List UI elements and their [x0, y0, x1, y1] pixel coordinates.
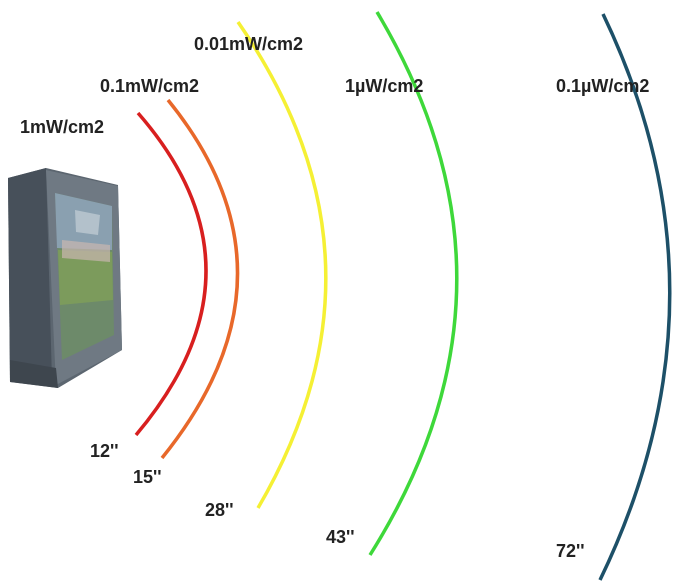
- power-label-0-01mw: 0.01mW/cm2: [194, 34, 304, 54]
- power-label-1uw: 1µW/cm2: [345, 76, 424, 96]
- ring-0-1uw: [598, 13, 672, 581]
- power-label-1mw: 1mW/cm2: [20, 117, 105, 137]
- tv-icon: [8, 168, 122, 388]
- distance-label-28: 28'': [205, 500, 234, 520]
- distance-label-43: 43'': [326, 527, 355, 547]
- distance-label-72: 72'': [556, 541, 585, 561]
- ring-1uw: [368, 11, 459, 556]
- distance-label-12: 12'': [90, 441, 119, 461]
- power-label-0-1mw: 0.1mW/cm2: [100, 76, 200, 96]
- power-label-0-1uw: 0.1µW/cm2: [556, 76, 650, 96]
- ring-1mw: [134, 111, 208, 437]
- distance-label-15: 15'': [133, 467, 162, 487]
- ring-0-1mw: [160, 98, 240, 460]
- ring-0-01mw: [236, 21, 328, 509]
